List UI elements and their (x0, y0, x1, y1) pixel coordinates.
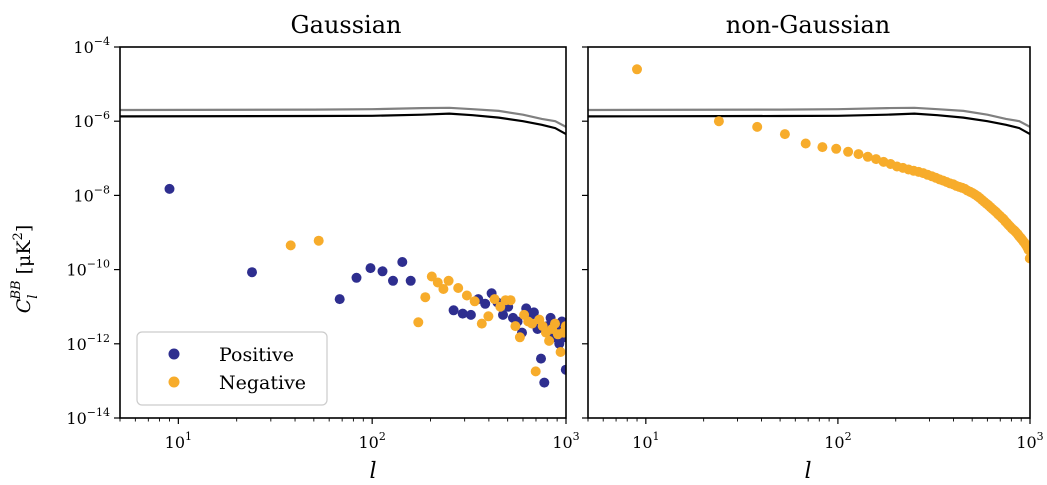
data-point-positive (528, 307, 539, 318)
x-tick-label: 102 (358, 430, 385, 452)
y-tick-label: 10−10 (66, 258, 110, 280)
data-point-negative (862, 151, 873, 162)
data-point-negative (527, 318, 537, 329)
panel-gaussian: Gaussian l ClBB [μK2] 101 102 10310−410−61… (9, 11, 580, 484)
gray-reference-line (120, 106, 566, 128)
y-tick-label: 10−12 (66, 332, 110, 354)
data-point-positive (539, 377, 550, 388)
panel-non-gaussian: non-Gaussian l 101 102 103 (582, 11, 1044, 484)
data-point-negative (443, 275, 454, 286)
data-point-negative (555, 347, 566, 357)
data-point-negative (752, 121, 763, 132)
data-point-negative (505, 295, 516, 306)
plot-content (120, 106, 566, 388)
plot-area: 101 102 103 (582, 46, 1044, 452)
data-point-positive (498, 309, 508, 320)
y-tick-label: 10−14 (66, 406, 110, 428)
x-tick-label: 102 (824, 430, 851, 452)
data-point-negative (560, 321, 566, 332)
black-reference-line (120, 112, 566, 136)
data-point-negative (544, 335, 555, 346)
x-tick-label: 103 (1016, 430, 1043, 452)
data-point-positive (480, 298, 491, 309)
data-point-negative (510, 321, 521, 332)
data-point-negative (530, 366, 541, 377)
panel-title: non-Gaussian (726, 11, 890, 39)
data-point-negative (476, 318, 487, 329)
y-tick-label: 10−4 (73, 35, 110, 57)
legend-label-positive: Positive (219, 344, 294, 366)
x-tick-label: 103 (552, 430, 579, 452)
axes-frame (587, 46, 1031, 419)
x-axis-label: l (804, 459, 811, 484)
data-point-negative (413, 317, 424, 328)
legend-box (136, 331, 328, 406)
plot-area: 101 102 103 10−4 10−6 10−8 10−10 10−12 10−14 (66, 35, 579, 452)
legend-marker-positive (168, 348, 180, 360)
svg-text:ClBB [μK2]: ClBB [μK2] (9, 225, 41, 314)
panel-title: Gaussian (290, 11, 401, 39)
data-point-negative (713, 116, 724, 127)
data-point-negative (831, 143, 842, 154)
data-point-negative (453, 283, 464, 293)
y-tick-label: 10−8 (73, 183, 110, 205)
data-point-negative (843, 146, 854, 157)
data-point-positive (465, 309, 476, 320)
legend-marker-negative (168, 376, 180, 388)
black-reference-line (588, 112, 1030, 136)
legend-label-negative: Negative (219, 372, 306, 394)
data-point-negative (1024, 253, 1030, 264)
axes-frame (119, 46, 567, 419)
data-point-positive (377, 266, 388, 277)
x-axis-label: l (369, 459, 376, 484)
data-point-negative (469, 296, 480, 307)
data-point-negative (489, 294, 500, 305)
data-point-positive (405, 275, 416, 286)
data-point-positive (457, 308, 468, 319)
data-point-negative (1023, 244, 1030, 255)
y-tick-label: 10−6 (73, 109, 110, 131)
plot-content (588, 64, 1030, 264)
x-tick-label: 101 (165, 430, 192, 452)
data-point-negative (432, 277, 443, 288)
data-point-negative (461, 290, 472, 301)
data-point-positive (397, 257, 408, 267)
data-point-negative (514, 332, 525, 343)
data-point-negative (313, 235, 324, 246)
data-point-negative (438, 284, 449, 294)
data-point-negative (817, 142, 828, 153)
data-point-negative (800, 138, 811, 149)
data-point-positive (536, 353, 546, 364)
data-point-positive (388, 275, 398, 286)
legend: Positive Negative (136, 331, 328, 406)
data-point-negative (550, 318, 560, 329)
data-point-positive (334, 294, 345, 305)
data-point-negative (632, 64, 642, 75)
data-point-positive (560, 364, 566, 375)
gray-reference-line (588, 106, 1030, 128)
data-point-negative (483, 311, 494, 322)
data-point-negative (853, 149, 864, 160)
data-point-positive (351, 272, 362, 283)
data-point-positive (448, 305, 459, 316)
data-point-positive (365, 263, 376, 274)
x-tick-label: 101 (632, 430, 659, 452)
data-point-positive (164, 183, 175, 194)
data-point-negative (420, 292, 431, 303)
data-point-negative (779, 129, 790, 140)
data-point-negative (871, 154, 882, 165)
y-axis-label: ClBB [μK2] (9, 225, 41, 314)
data-point-negative (285, 240, 296, 251)
data-point-positive (247, 267, 257, 278)
